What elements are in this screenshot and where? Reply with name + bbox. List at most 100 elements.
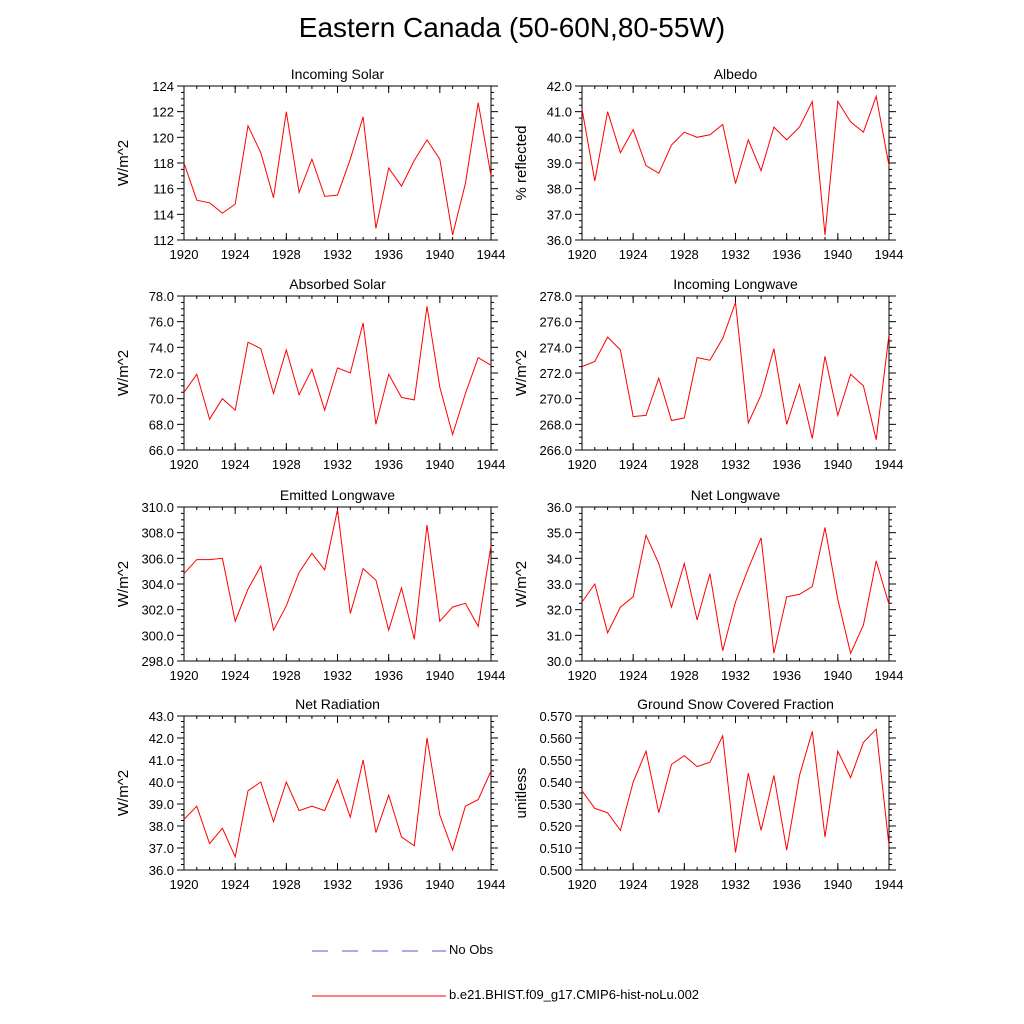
panel-5: Net Longwave W/m^2 1920 1924 1928 1932 1936 194…	[513, 487, 903, 683]
y-tick-label: 32.0	[547, 603, 572, 618]
y-tick-label: 42.0	[547, 79, 572, 94]
panel-title: Net Radiation	[295, 696, 380, 712]
x-tick-label: 1928	[670, 457, 699, 472]
panel-4: Emitted Longwave W/m^2 1920 1924 1928 1932 193…	[115, 487, 505, 683]
x-tick-label: 1924	[619, 247, 648, 262]
x-tick-label: 1920	[568, 668, 597, 683]
y-tick-label: 36.0	[149, 863, 174, 878]
y-tick-label: 300.0	[141, 628, 174, 643]
x-tick-label: 1940	[823, 247, 852, 262]
x-tick-label: 1924	[619, 668, 648, 683]
y-tick-label: 68.0	[149, 417, 174, 432]
y-tick-label: 74.0	[149, 340, 174, 355]
series-line	[581, 94, 890, 235]
x-tick-label: 1920	[568, 457, 597, 472]
x-tick-label: 1944	[875, 247, 904, 262]
x-tick-label: 1944	[875, 668, 904, 683]
panel-1: Albedo % reflected 1920 1924 1928 1932 1936 194…	[513, 66, 903, 262]
y-tick-label: 36.0	[547, 233, 572, 248]
series-line	[183, 102, 492, 236]
x-tick-label: 1936	[374, 668, 403, 683]
y-tick-label: 116	[153, 182, 174, 197]
x-tick-label: 1932	[323, 877, 352, 892]
plot-frame	[183, 85, 492, 241]
x-tick-label: 1936	[374, 877, 403, 892]
x-tick-label: 1932	[721, 457, 750, 472]
y-tick-label: 36.0	[547, 500, 572, 515]
y-tick-label: 306.0	[141, 551, 174, 566]
y-tick-label: 35.0	[547, 526, 572, 541]
y-tick-label: 78.0	[149, 289, 174, 304]
x-tick-label: 1920	[170, 668, 199, 683]
x-tick-label: 1928	[670, 877, 699, 892]
y-axis-label: W/m^2	[115, 770, 132, 816]
y-tick-label: 122	[152, 105, 174, 120]
x-tick-label: 1936	[374, 457, 403, 472]
x-tick-label: 1924	[221, 457, 250, 472]
y-tick-label: 39.0	[547, 156, 572, 171]
y-tick-label: 0.510	[539, 841, 572, 856]
panel-title: Absorbed Solar	[289, 276, 386, 292]
x-tick-label: 1940	[823, 457, 852, 472]
x-tick-label: 1940	[425, 247, 454, 262]
x-tick-label: 1940	[425, 877, 454, 892]
x-tick-label: 1940	[823, 877, 852, 892]
series-line	[581, 527, 890, 655]
x-tick-label: 1944	[477, 457, 506, 472]
y-axis-label: unitless	[513, 768, 530, 819]
x-tick-label: 1932	[721, 668, 750, 683]
x-tick-label: 1932	[323, 668, 352, 683]
x-tick-label: 1944	[477, 247, 506, 262]
plot-frame	[183, 295, 492, 451]
y-tick-label: 272.0	[539, 366, 572, 381]
y-tick-label: 34.0	[547, 551, 572, 566]
x-tick-label: 1944	[477, 877, 506, 892]
y-axis-label: W/m^2	[115, 140, 132, 186]
y-tick-label: 118	[153, 156, 174, 171]
y-tick-label: 298.0	[141, 654, 174, 669]
x-tick-label: 1928	[272, 247, 301, 262]
series-line	[183, 509, 492, 640]
y-tick-label: 37.0	[547, 207, 572, 222]
x-tick-label: 1928	[670, 668, 699, 683]
x-tick-label: 1932	[721, 247, 750, 262]
y-tick-label: 124	[152, 79, 174, 94]
x-tick-label: 1940	[823, 668, 852, 683]
x-tick-label: 1936	[772, 668, 801, 683]
panel-2: Absorbed Solar W/m^2 1920 1924 1928 1932 1936 1…	[115, 276, 505, 472]
x-tick-label: 1920	[170, 247, 199, 262]
y-tick-label: 276.0	[539, 315, 572, 330]
y-tick-label: 37.0	[149, 841, 174, 856]
y-tick-label: 41.0	[149, 753, 174, 768]
y-axis-label: W/m^2	[513, 350, 530, 396]
y-tick-label: 270.0	[539, 392, 572, 407]
figure-title: Eastern Canada (50-60N,80-55W)	[298, 12, 726, 43]
y-tick-label: 308.0	[141, 526, 174, 541]
plot-frame	[183, 715, 492, 871]
y-tick-label: 72.0	[149, 366, 174, 381]
y-tick-label: 266.0	[539, 443, 572, 458]
y-tick-label: 0.570	[539, 709, 572, 724]
x-tick-label: 1944	[875, 457, 904, 472]
y-tick-label: 0.500	[539, 863, 572, 878]
x-tick-label: 1936	[772, 877, 801, 892]
plot-frame	[581, 715, 890, 871]
y-tick-label: 66.0	[149, 443, 174, 458]
y-tick-label: 41.0	[547, 105, 572, 120]
x-tick-label: 1924	[619, 457, 648, 472]
y-tick-label: 0.560	[539, 731, 572, 746]
x-tick-label: 1924	[221, 247, 250, 262]
y-tick-label: 278.0	[539, 289, 572, 304]
y-axis-label: % reflected	[513, 125, 530, 200]
panel-title: Net Longwave	[691, 487, 781, 503]
panel-title: Ground Snow Covered Fraction	[637, 696, 834, 712]
y-axis-label: W/m^2	[115, 561, 132, 607]
panel-title: Albedo	[714, 66, 758, 82]
y-tick-label: 0.520	[539, 819, 572, 834]
series-line	[581, 302, 890, 440]
y-tick-label: 0.540	[539, 775, 572, 790]
y-axis-label: W/m^2	[513, 561, 530, 607]
x-tick-label: 1936	[772, 247, 801, 262]
y-tick-label: 274.0	[539, 340, 572, 355]
y-tick-label: 38.0	[149, 819, 174, 834]
